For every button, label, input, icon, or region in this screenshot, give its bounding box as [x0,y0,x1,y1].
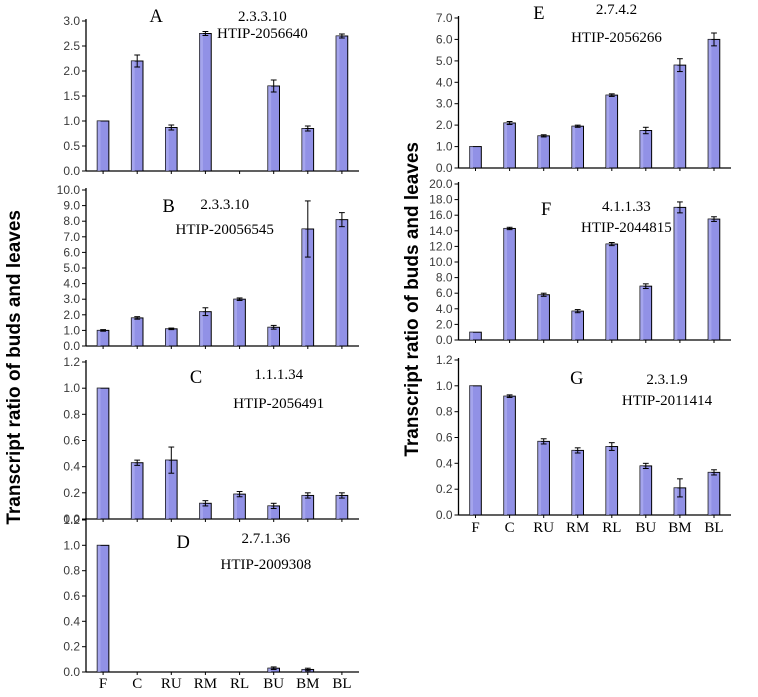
svg-text:8.0: 8.0 [436,271,453,285]
svg-text:E: E [533,4,544,24]
svg-text:BM: BM [668,520,691,536]
svg-text:2.0: 2.0 [436,317,453,331]
svg-text:6.0: 6.0 [63,245,80,259]
svg-text:C: C [132,676,142,692]
svg-text:RL: RL [230,676,249,692]
svg-text:0.2: 0.2 [63,486,80,500]
svg-text:0.0: 0.0 [63,164,80,178]
svg-text:RU: RU [161,676,182,692]
svg-text:12.0: 12.0 [429,239,453,253]
svg-text:1.0: 1.0 [63,381,80,395]
svg-text:HTIP-2056640: HTIP-2056640 [217,26,308,42]
svg-text:0.0: 0.0 [436,333,453,347]
svg-text:1.2: 1.2 [436,353,453,367]
svg-text:HTIP-2056266: HTIP-2056266 [571,30,662,46]
svg-text:1.2: 1.2 [63,513,80,527]
svg-text:HTIP-20056545: HTIP-20056545 [176,222,274,238]
svg-text:1.2: 1.2 [63,355,80,369]
svg-text:3.0: 3.0 [63,292,80,306]
svg-text:1.0: 1.0 [63,114,80,128]
svg-text:7.0: 7.0 [63,230,80,244]
svg-text:6.0: 6.0 [436,32,453,46]
svg-text:RU: RU [533,520,554,536]
svg-text:2.5: 2.5 [63,39,80,53]
svg-text:0.4: 0.4 [436,456,453,470]
svg-text:0.6: 0.6 [63,589,80,603]
svg-text:2.7.1.36: 2.7.1.36 [242,531,291,547]
svg-text:2.3.3.10: 2.3.3.10 [200,197,249,213]
svg-text:RM: RM [566,520,589,536]
svg-text:BL: BL [704,520,723,536]
svg-text:0.6: 0.6 [436,431,453,445]
svg-text:BL: BL [332,676,351,692]
svg-text:18.0: 18.0 [429,193,453,207]
svg-text:2.3.3.10: 2.3.3.10 [238,9,287,25]
svg-text:G: G [570,369,583,389]
svg-text:2.0: 2.0 [436,118,453,132]
svg-text:0.0: 0.0 [436,508,453,522]
svg-text:HTIP-2056491: HTIP-2056491 [233,396,324,412]
svg-text:2.3.1.9: 2.3.1.9 [646,372,687,388]
svg-text:2.0: 2.0 [63,308,80,322]
svg-text:0.8: 0.8 [63,564,80,578]
svg-text:B: B [163,197,175,217]
svg-text:1.0: 1.0 [436,140,453,154]
svg-text:BM: BM [296,676,319,692]
svg-text:10.0: 10.0 [429,255,453,269]
svg-text:F: F [471,520,479,536]
svg-text:C: C [190,368,202,388]
svg-text:0.6: 0.6 [63,434,80,448]
svg-text:BU: BU [635,520,656,536]
svg-text:10.0: 10.0 [57,183,81,197]
svg-text:6.0: 6.0 [436,286,453,300]
svg-text:4.0: 4.0 [63,277,80,291]
svg-text:F: F [541,200,551,220]
svg-text:A: A [150,7,164,27]
svg-text:HTIP-2011414: HTIP-2011414 [622,393,713,409]
svg-text:7.0: 7.0 [436,11,453,25]
svg-text:9.0: 9.0 [63,199,80,213]
svg-text:C: C [505,520,515,536]
svg-text:5.0: 5.0 [436,54,453,68]
svg-text:0.8: 0.8 [63,407,80,421]
svg-text:0.2: 0.2 [436,482,453,496]
svg-text:BU: BU [263,676,284,692]
svg-text:1.0: 1.0 [63,323,80,337]
svg-text:0.0: 0.0 [63,665,80,679]
svg-text:2.0: 2.0 [63,64,80,78]
svg-text:1.0: 1.0 [63,538,80,552]
svg-text:20.0: 20.0 [429,177,453,191]
svg-text:1.0: 1.0 [436,379,453,393]
svg-text:16.0: 16.0 [429,208,453,222]
svg-text:0.2: 0.2 [63,640,80,654]
svg-text:8.0: 8.0 [63,214,80,228]
svg-text:RM: RM [194,676,217,692]
svg-text:0.0: 0.0 [63,339,80,353]
svg-text:HTIP-2044815: HTIP-2044815 [581,220,672,236]
svg-text:0.0: 0.0 [436,161,453,175]
svg-text:2.7.4.2: 2.7.4.2 [596,2,637,18]
svg-text:HTIP-2009308: HTIP-2009308 [220,557,311,573]
svg-text:3.0: 3.0 [436,97,453,111]
svg-text:1.5: 1.5 [63,89,80,103]
svg-text:5.0: 5.0 [63,261,80,275]
svg-text:0.4: 0.4 [63,614,80,628]
svg-text:4.0: 4.0 [436,302,453,316]
svg-text:RL: RL [602,520,621,536]
svg-text:4.0: 4.0 [436,75,453,89]
svg-text:0.5: 0.5 [63,139,80,153]
svg-text:3.0: 3.0 [63,14,80,28]
svg-text:4.1.1.33: 4.1.1.33 [602,199,651,215]
svg-text:0.8: 0.8 [436,405,453,419]
svg-text:1.1.1.34: 1.1.1.34 [254,367,303,383]
svg-text:D: D [177,533,190,553]
svg-text:F: F [99,676,107,692]
svg-text:0.4: 0.4 [63,460,80,474]
svg-text:14.0: 14.0 [429,224,453,238]
